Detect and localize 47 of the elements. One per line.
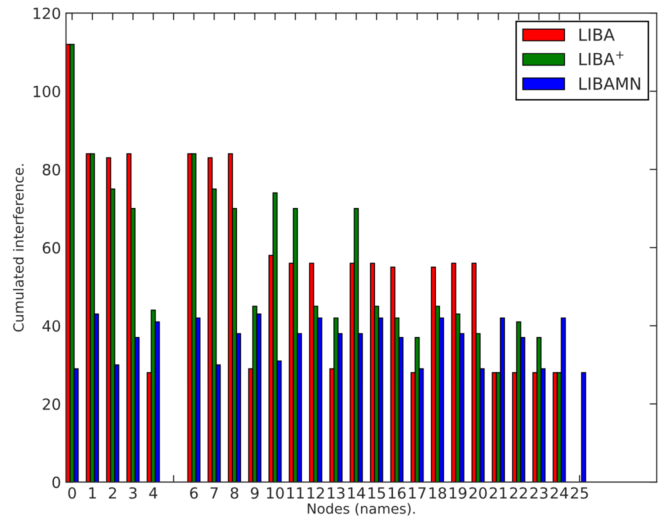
x-tick-label: 9 xyxy=(250,487,259,499)
y-tick-label: 100 xyxy=(34,86,60,98)
y-tick-label: 120 xyxy=(34,8,60,20)
y-tick-label: 60 xyxy=(42,242,60,254)
y-tick-label: 0 xyxy=(52,476,60,488)
x-tick-label: 16 xyxy=(388,487,406,499)
x-tick-label: 19 xyxy=(450,487,466,499)
y-tick-label: 80 xyxy=(42,164,60,176)
bar xyxy=(70,44,75,482)
x-tick-label: 23 xyxy=(530,487,548,499)
x-tick-label: 11 xyxy=(287,487,304,499)
x-tick-label: 13 xyxy=(328,487,344,499)
x-tick-label: 21 xyxy=(490,487,507,499)
x-tick-label: 24 xyxy=(550,487,568,499)
x-tick-label: 10 xyxy=(267,487,284,499)
x-tick-label: 1 xyxy=(89,487,96,499)
x-tick-label: 8 xyxy=(230,487,238,499)
bar xyxy=(90,153,95,482)
bar xyxy=(354,208,359,482)
bar xyxy=(560,317,566,482)
x-tick-label: 17 xyxy=(409,487,426,499)
bar xyxy=(191,153,196,482)
bar xyxy=(272,192,278,482)
y-axis-title: Cumulated interference. xyxy=(12,164,24,332)
x-tick-label: 14 xyxy=(348,487,366,499)
x-tick-label: 3 xyxy=(129,487,137,499)
bar xyxy=(292,208,298,482)
x-tick-label: 12 xyxy=(308,487,324,499)
x-tick-label: 25 xyxy=(570,487,588,499)
bar xyxy=(500,317,505,482)
x-tick-label: 7 xyxy=(210,487,218,499)
x-tick-label: 6 xyxy=(190,487,198,499)
y-tick-label: 20 xyxy=(42,398,60,410)
x-tick-label: 4 xyxy=(149,487,158,499)
x-tick-label: 2 xyxy=(108,487,116,499)
y-tick-label: 40 xyxy=(42,320,60,332)
x-tick-label: 0 xyxy=(68,487,76,499)
x-tick-label: 18 xyxy=(429,487,446,499)
x-axis-title: Nodes (names). xyxy=(308,503,415,516)
x-tick-label: 20 xyxy=(469,487,487,499)
x-tick-label: 22 xyxy=(510,487,527,499)
legend-label: LIBA xyxy=(579,28,615,41)
bar xyxy=(451,262,456,482)
legend-label: LIBA$^{+}$ xyxy=(579,51,624,66)
x-tick-label: 15 xyxy=(368,487,385,499)
bar xyxy=(581,372,586,482)
legend-label: LIBAMN xyxy=(579,78,640,90)
